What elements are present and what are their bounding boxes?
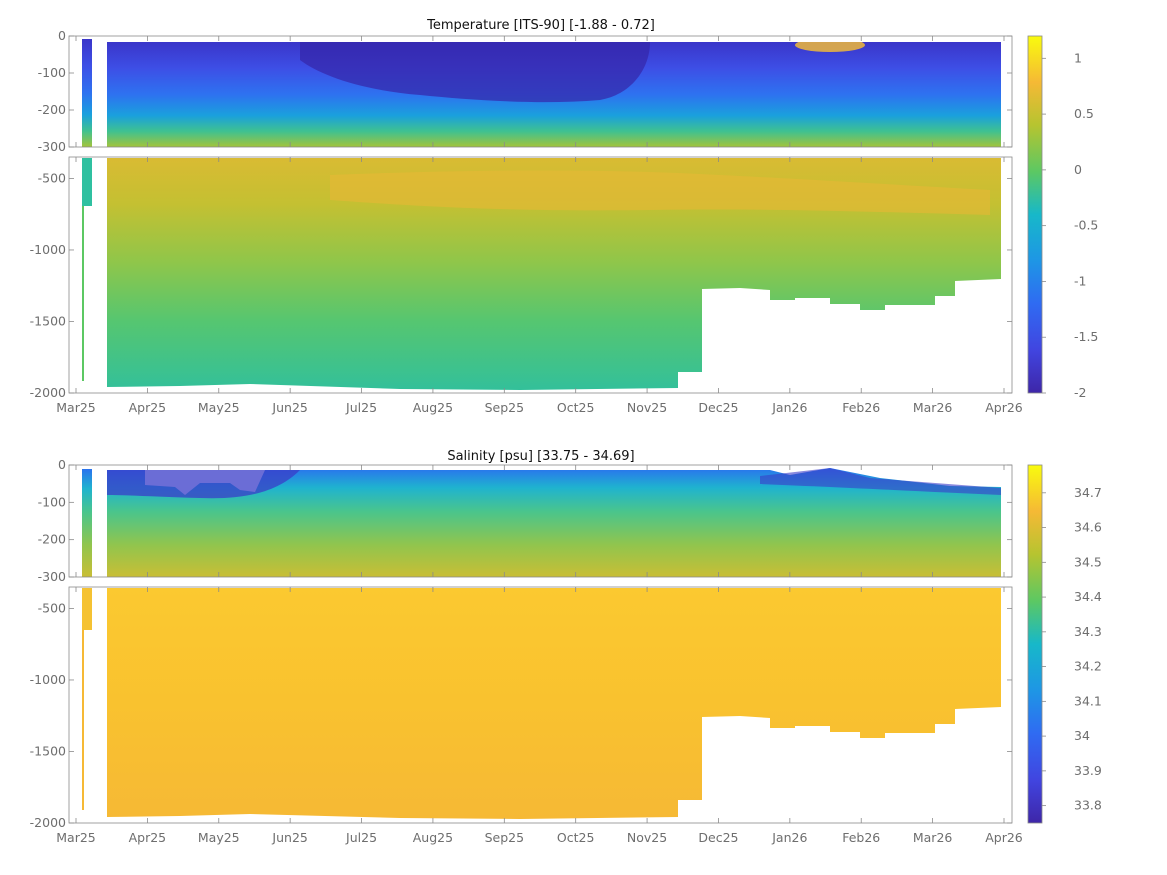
salinity-x-ticks: Mar25 Apr25 May25 Jun25 Jul25 Aug25 Sep25 Oct25… — [56, 465, 1023, 845]
salinity-early-column — [82, 469, 92, 577]
salinity-colorbar-tick-label: 33.9 — [1074, 763, 1102, 778]
salinity-x-tick-label: Feb26 — [842, 830, 880, 845]
salinity-lower-y-tick-label: -500 — [38, 600, 66, 615]
salinity-x-tick-label: Apr26 — [985, 830, 1023, 845]
salinity-colorbar-tick-label: 34.7 — [1074, 485, 1102, 500]
salinity-x-tick-label: Dec25 — [698, 830, 738, 845]
salinity-upper-field — [82, 468, 1001, 577]
salinity-lower-fill — [107, 588, 1001, 819]
temperature-lower-y-tick-label: -1000 — [30, 242, 66, 257]
temperature-upper-y-tick-label: -300 — [38, 139, 66, 154]
salinity-x-tick-label: Jun25 — [271, 830, 307, 845]
salinity-upper-y-tick-label: -300 — [38, 569, 66, 584]
temperature-x-tick-label: Mar25 — [56, 400, 96, 415]
salinity-early-line-lower — [82, 630, 84, 810]
salinity-lower-y-ticks: -500 -1000 -1500 -2000 — [30, 600, 1012, 830]
temperature-surface-gap — [107, 36, 1001, 42]
temperature-title: Temperature [ITS-90] [-1.88 - 0.72] — [426, 18, 655, 33]
temperature-x-tick-label: Jul25 — [345, 400, 377, 415]
salinity-lower-y-tick-label: -1000 — [30, 672, 66, 687]
salinity-upper-axes — [68, 464, 1013, 578]
temperature-x-tick-label: Oct25 — [557, 400, 595, 415]
salinity-x-tick-label: Sep25 — [485, 830, 524, 845]
salinity-colorbar-ticks: 34.7 34.6 34.5 34.4 34.3 34.2 34.1 34 33.9 33.8 — [1042, 485, 1102, 813]
temperature-x-ticks: Mar25 Apr25 May25 Jun25 Jul25 Aug25 Sep25 Oct25… — [56, 36, 1023, 415]
salinity-lower-field — [82, 588, 1001, 819]
salinity-x-tick-label: May25 — [198, 830, 240, 845]
temperature-colorbar-tick-label: -0.5 — [1074, 218, 1098, 233]
temperature-x-tick-label: Jun25 — [271, 400, 307, 415]
temperature-x-tick-label: Jan26 — [771, 400, 807, 415]
salinity-colorbar-tick-label: 34.6 — [1074, 520, 1102, 535]
salinity-upper-fill — [107, 468, 1001, 577]
temperature-x-tick-label: Feb26 — [842, 400, 880, 415]
temperature-x-tick-label: Apr25 — [129, 400, 167, 415]
salinity-x-tick-label: Jan26 — [771, 830, 807, 845]
salinity-x-tick-label: Mar25 — [56, 830, 96, 845]
salinity-upper-y-tick-label: -100 — [38, 494, 66, 509]
temperature-early-column — [82, 39, 92, 147]
salinity-upper-y-tick-label: 0 — [58, 457, 66, 472]
temperature-colorbar-tick-label: 0 — [1074, 162, 1082, 177]
salinity-x-tick-label: Aug25 — [413, 830, 453, 845]
temperature-upper-field — [82, 36, 1001, 147]
salinity-early-column-lower — [82, 588, 92, 630]
temperature-colorbar — [1027, 35, 1043, 394]
temperature-colorbar-tick-label: -2 — [1074, 385, 1086, 400]
salinity-colorbar-tick-label: 34.4 — [1074, 589, 1102, 604]
temperature-lower-y-tick-label: -2000 — [30, 385, 66, 400]
temperature-x-tick-label: Apr26 — [985, 400, 1023, 415]
salinity-x-tick-label: Oct25 — [557, 830, 595, 845]
salinity-colorbar-tick-label: 34.5 — [1074, 554, 1102, 569]
temperature-upper-y-tick-label: -200 — [38, 102, 66, 117]
temperature-lower-fill — [107, 158, 1001, 390]
salinity-upper-y-ticks: 0 -100 -200 -300 — [38, 457, 1012, 584]
salinity-colorbar-tick-label: 34 — [1074, 728, 1090, 743]
salinity-colorbar-tick-label: 34.2 — [1074, 659, 1102, 674]
temperature-early-line-lower — [82, 206, 84, 381]
temperature-lower-y-tick-label: -1500 — [30, 313, 66, 328]
temperature-upper-y-tick-label: 0 — [58, 28, 66, 43]
temperature-upper-axes — [68, 35, 1013, 148]
salinity-x-tick-label: Nov25 — [627, 830, 667, 845]
temperature-lower-y-ticks: -500 -1000 -1500 -2000 — [30, 170, 1012, 400]
temperature-colorbar-tick-label: 1 — [1074, 50, 1082, 65]
salinity-colorbar — [1027, 464, 1043, 824]
temperature-x-tick-label: Nov25 — [627, 400, 667, 415]
temperature-early-column-lower — [82, 158, 92, 206]
temperature-warm-core — [330, 170, 990, 215]
salinity-title: Salinity [psu] [33.75 - 34.69] — [447, 449, 634, 464]
salinity-fresh-surface — [107, 470, 300, 499]
temperature-colorbar-tick-label: -1.5 — [1074, 329, 1098, 344]
salinity-lower-axes — [68, 586, 1013, 824]
salinity-x-tick-label: Mar26 — [913, 830, 953, 845]
salinity-colorbar-tick-label: 34.3 — [1074, 624, 1102, 639]
salinity-fresh-surface-late — [760, 468, 1001, 495]
salinity-colorbar-tick-label: 33.8 — [1074, 798, 1102, 813]
salinity-lower-y-tick-label: -2000 — [30, 815, 66, 830]
salinity-lower-y-tick-label: -1500 — [30, 743, 66, 758]
salinity-upper-y-tick-label: -200 — [38, 532, 66, 547]
temperature-lower-y-tick-label: -500 — [38, 170, 66, 185]
temperature-x-tick-label: Dec25 — [698, 400, 738, 415]
temperature-cold-core — [300, 42, 650, 103]
temperature-upper-y-ticks: 0 -100 -200 -300 — [38, 28, 1012, 154]
temperature-x-tick-label: Aug25 — [413, 400, 453, 415]
temperature-colorbar-tick-label: -1 — [1074, 273, 1086, 288]
temperature-upper-y-tick-label: -100 — [38, 65, 66, 80]
temperature-colorbar-ticks: 1 0.5 0 -0.5 -1 -1.5 -2 — [1042, 50, 1098, 400]
temperature-x-tick-label: Sep25 — [485, 400, 524, 415]
temperature-x-tick-label: May25 — [198, 400, 240, 415]
temperature-lower-field — [82, 158, 1001, 390]
salinity-colorbar-tick-label: 34.1 — [1074, 693, 1102, 708]
temperature-x-tick-label: Mar26 — [913, 400, 953, 415]
temperature-colorbar-tick-label: 0.5 — [1074, 106, 1094, 121]
salinity-x-tick-label: Jul25 — [345, 830, 377, 845]
salinity-x-tick-label: Apr25 — [129, 830, 167, 845]
temperature-lower-axes — [68, 156, 1013, 394]
